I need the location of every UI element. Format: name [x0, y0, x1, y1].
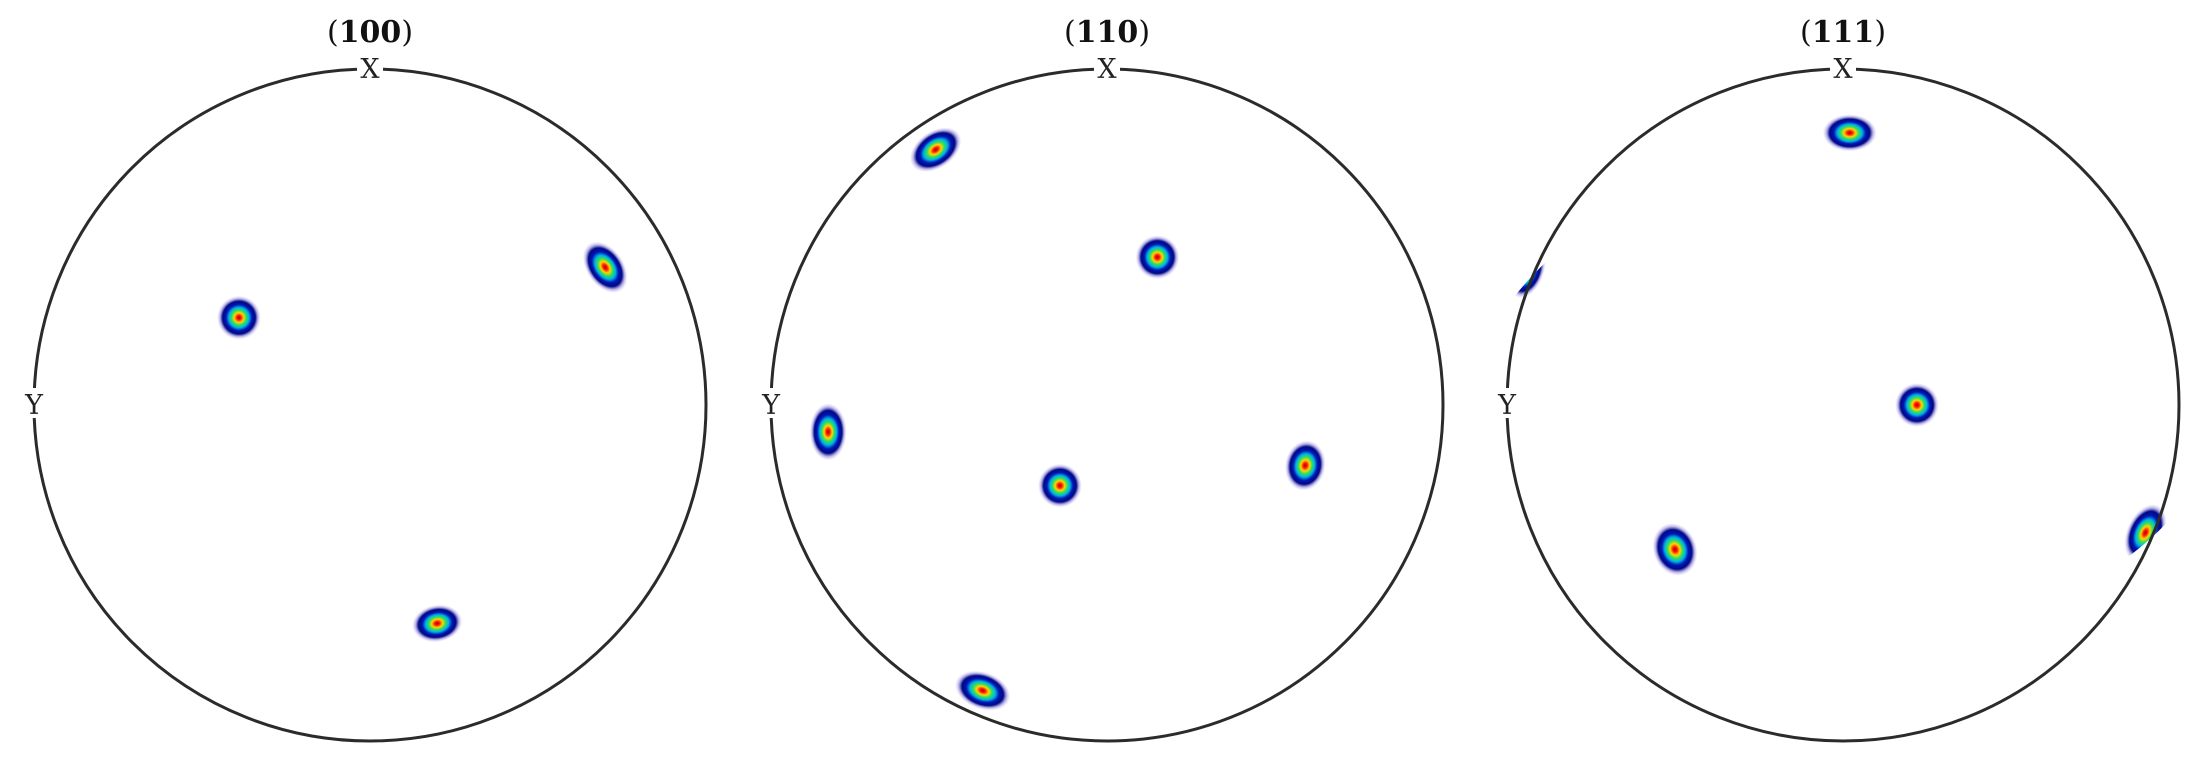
pole-figure-title: (110): [1064, 15, 1150, 50]
axis-label-bg: [21, 388, 47, 418]
axis-label-bg: [1094, 52, 1120, 82]
pole-figure-110: X Y (110): [758, 15, 1445, 743]
pole-spot-100-2: [217, 295, 261, 340]
pole-figure-boundary: [769, 67, 1445, 743]
pole-spot-111-3: [1895, 383, 1939, 427]
pole-figure-title: (100): [327, 15, 413, 50]
axis-label-x: X: [360, 54, 380, 85]
pole-figure-title: (111): [1800, 15, 1886, 50]
axis-label-bg: [1830, 52, 1856, 82]
pole-figure-100: X Y (100): [21, 15, 708, 743]
pole-spot-110-6: [955, 670, 1011, 711]
axis-label-x: X: [1833, 54, 1853, 85]
pole-spot-111-5: [2124, 504, 2167, 562]
pole-figure-boundary: [1505, 67, 2181, 743]
axis-label-bg: [1494, 388, 1520, 418]
pole-spot-100-1: [582, 241, 628, 293]
axis-label-bg: [758, 388, 784, 418]
pole-figure-boundary: [32, 67, 708, 743]
pole-spot-100-3: [412, 604, 463, 643]
axis-label-y: Y: [761, 390, 781, 421]
axis-label-bg: [357, 52, 383, 82]
axis-label-y: Y: [1497, 390, 1517, 421]
axis-label-y: Y: [24, 390, 44, 421]
pole-spot-110-1: [909, 127, 962, 172]
pole-spot-110-4: [1038, 463, 1082, 508]
pole-spot-110-3: [809, 403, 847, 461]
pole-spot-110-5: [1284, 440, 1326, 491]
pole-spot-111-1: [1822, 114, 1877, 152]
axis-label-x: X: [1097, 54, 1117, 85]
pole-figure-111: X Y (111): [1494, 15, 2181, 743]
pole-spot-111-4: [1652, 523, 1698, 576]
pole-spot-110-2: [1135, 235, 1180, 279]
